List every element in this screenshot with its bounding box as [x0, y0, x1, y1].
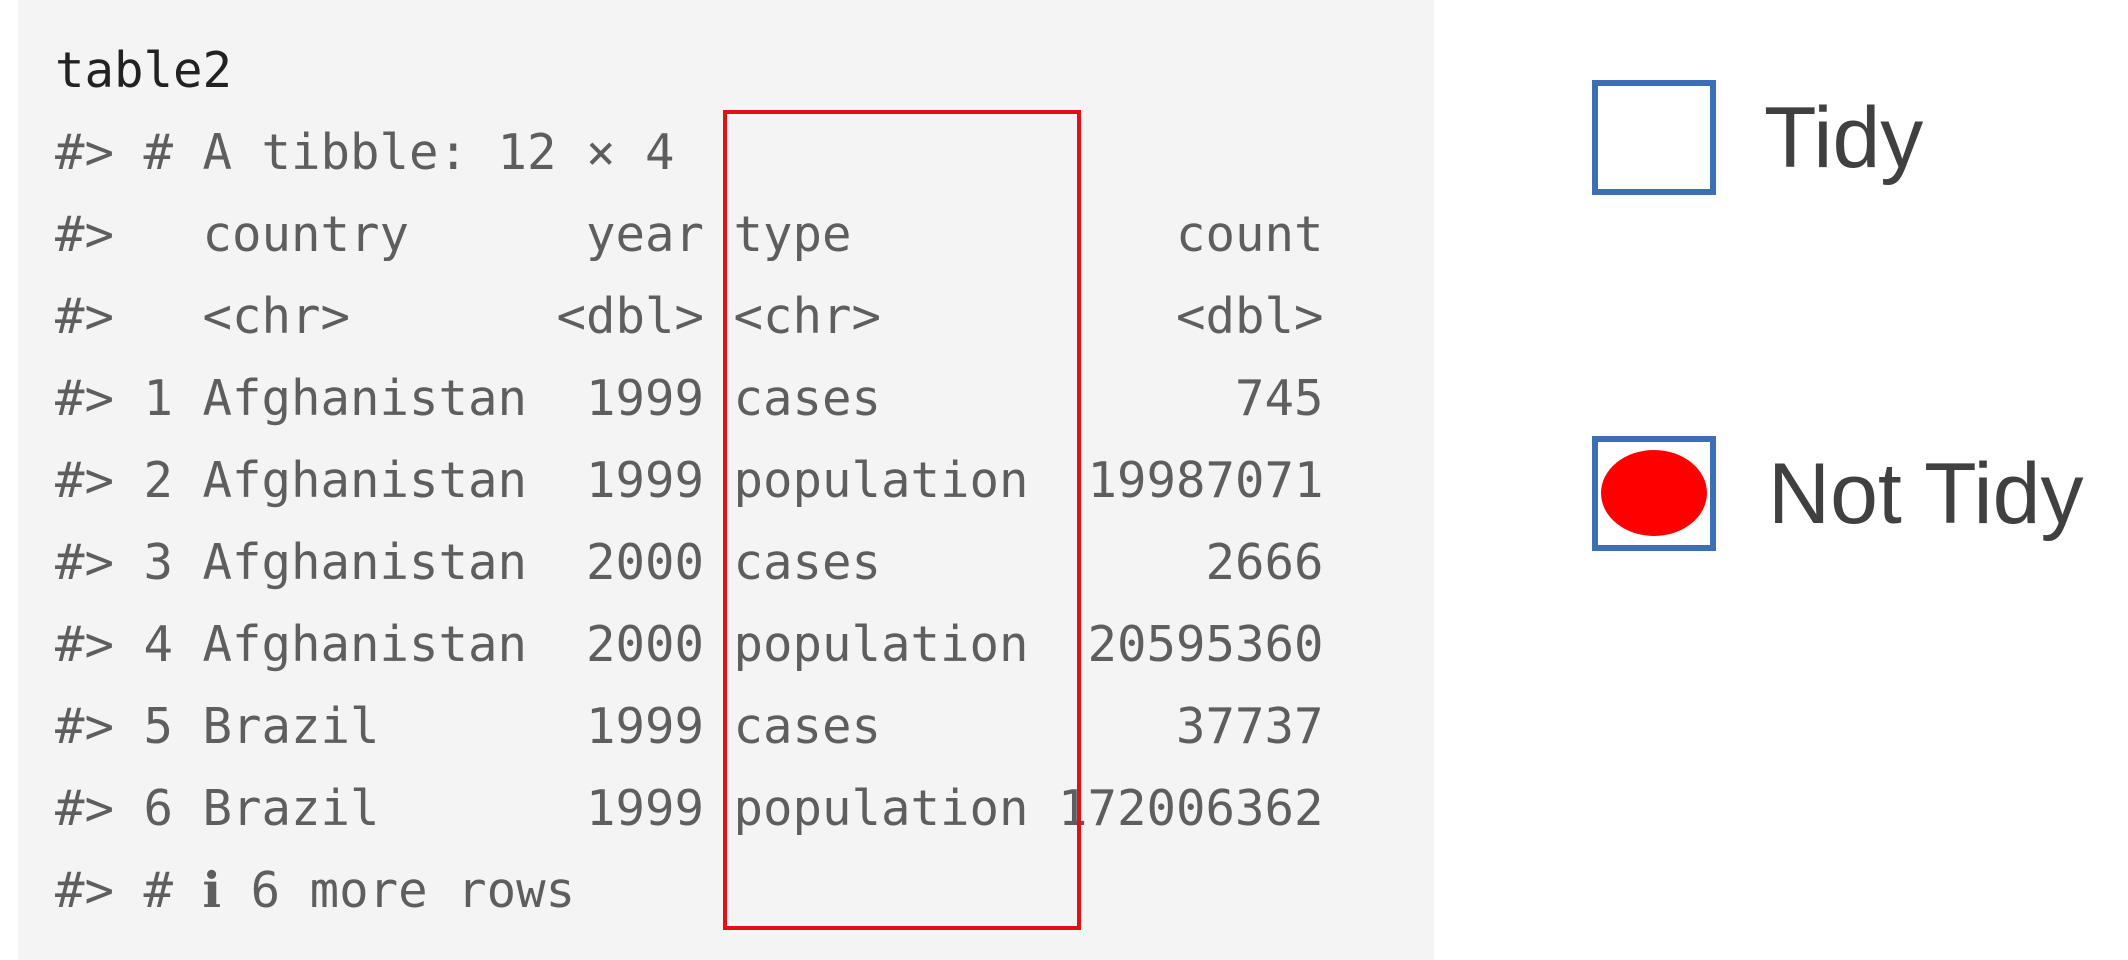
code-line-row-1: #> 1 Afghanistan 1999 cases 745: [55, 370, 1324, 427]
code-command: table2: [55, 42, 233, 99]
tidy-checkbox[interactable]: [1592, 80, 1716, 195]
code-line-row-2: #> 2 Afghanistan 1999 population 1998707…: [55, 452, 1324, 509]
code-line-column-names: #> country year type count: [55, 206, 1324, 263]
code-line-row-3: #> 3 Afghanistan 2000 cases 2666: [55, 534, 1324, 591]
code-line-row-4: #> 4 Afghanistan 2000 population 2059536…: [55, 616, 1324, 673]
code-output-panel: table2 #> # A tibble: 12 × 4 #> country …: [18, 0, 1434, 960]
code-line-column-types: #> <chr> <dbl> <chr> <dbl>: [55, 288, 1324, 345]
code-line-row-5: #> 5 Brazil 1999 cases 37737: [55, 698, 1324, 755]
tidy-label: Tidy: [1764, 90, 1924, 186]
code-line-row-6: #> 6 Brazil 1999 population 172006362: [55, 780, 1324, 837]
code-line-tibble-header: #> # A tibble: 12 × 4: [55, 124, 675, 181]
not-tidy-label: Not Tidy: [1768, 446, 2084, 542]
not-tidy-checkbox[interactable]: [1592, 436, 1716, 551]
code-line-more-rows: #> # ℹ 6 more rows: [55, 862, 576, 919]
red-dot-icon: [1601, 450, 1707, 536]
